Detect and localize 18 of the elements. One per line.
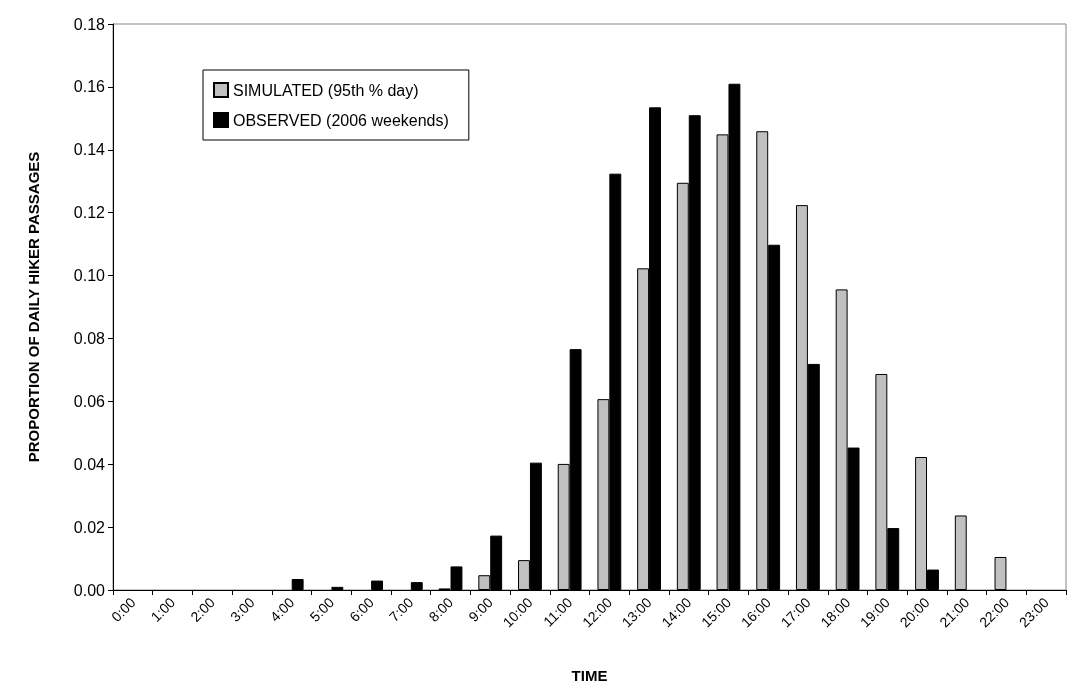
y-tick-label: 0.18 (73, 15, 106, 33)
y-tick-label: 0.02 (73, 518, 106, 536)
y-tick-label: 0.00 (73, 581, 106, 599)
y-tick-label: 0.12 (73, 204, 106, 222)
y-tick-label: 0.16 (73, 78, 106, 96)
legend-label: OBSERVED (2006 weekends) (233, 111, 449, 129)
y-axis-title: PROPORTION OF DAILY HIKER PASSAGES (25, 151, 42, 463)
y-tick-label: 0.06 (73, 392, 106, 410)
y-tick-label: 0.04 (73, 455, 106, 473)
legend-label: SIMULATED (95th % day) (233, 81, 419, 99)
x-tick-label: 0:00 (107, 594, 139, 625)
x-tick-label: 7:00 (385, 594, 417, 625)
x-tick-label: 4:00 (266, 594, 298, 625)
y-tick-label: 0.08 (73, 329, 106, 347)
x-tick-label: 6:00 (346, 594, 377, 625)
x-axis-title: TIME (571, 667, 608, 684)
y-tick-label: 0.10 (73, 267, 106, 285)
y-tick-label: 0.14 (73, 141, 106, 159)
